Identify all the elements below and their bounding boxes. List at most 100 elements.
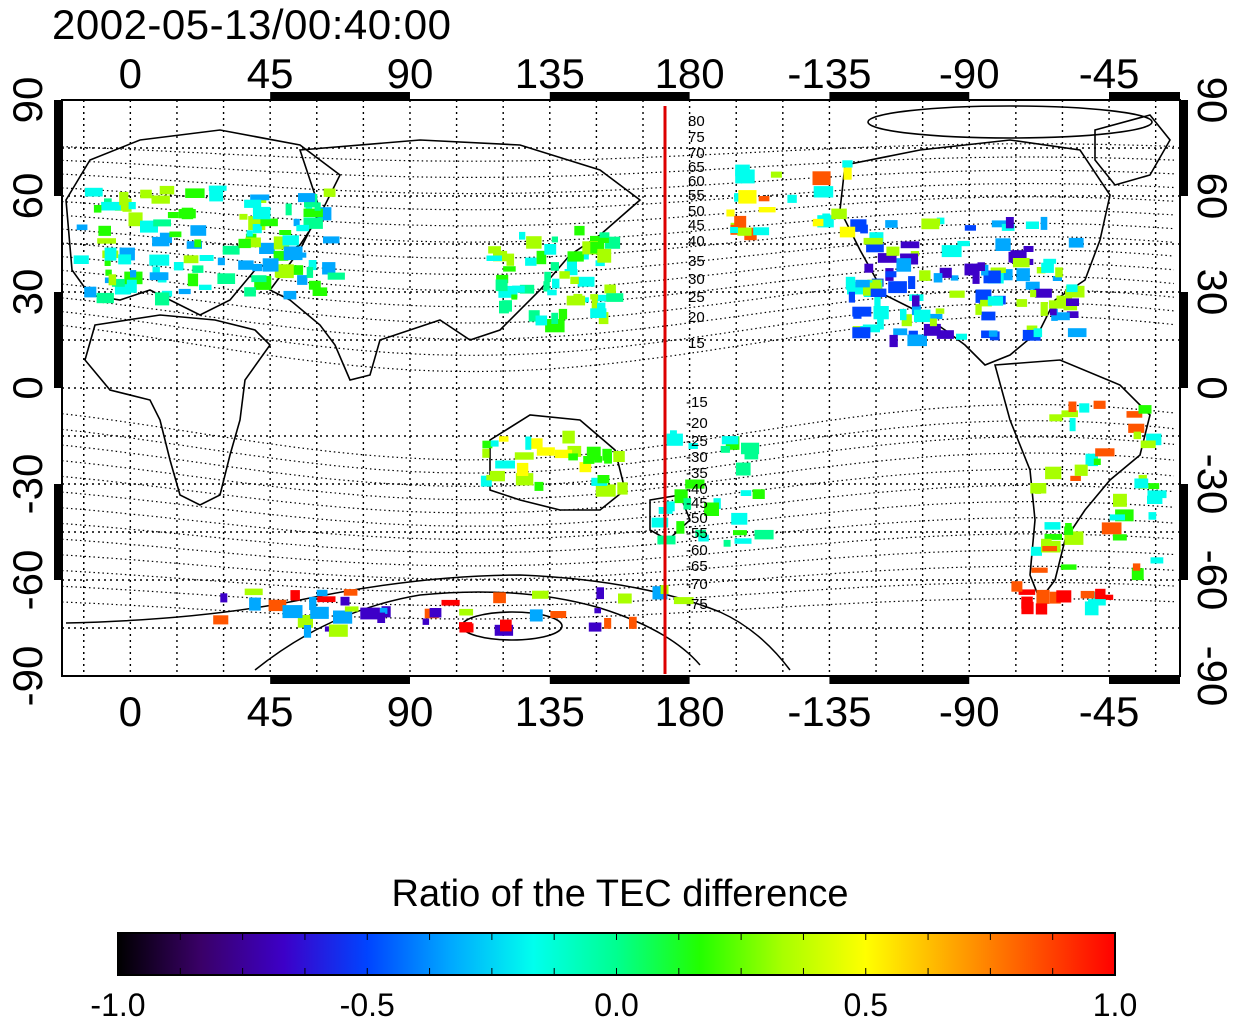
tec-patch: [550, 262, 559, 271]
contour-label: 70: [688, 145, 705, 162]
tec-patch: [1109, 514, 1125, 521]
tec-patch: [98, 225, 111, 236]
tec-patch: [108, 274, 117, 286]
tec-patch: [268, 599, 287, 612]
tec-patch: [209, 188, 224, 202]
contour-label: -50: [686, 510, 708, 527]
frame-tick-right: [1180, 292, 1188, 388]
tec-patch: [559, 271, 570, 279]
tec-patch: [152, 266, 160, 277]
tec-patch: [888, 281, 907, 294]
tec-patch: [111, 278, 125, 287]
tec-patch: [730, 227, 738, 234]
tec-patch: [493, 592, 506, 604]
tec-patch: [885, 271, 897, 278]
tec-patch: [1068, 237, 1084, 248]
lon-label-top: 180: [655, 50, 725, 97]
tec-patch: [852, 327, 871, 339]
tec-patch: [1018, 589, 1036, 595]
tec-patch: [996, 269, 1013, 281]
tec-patch: [936, 330, 954, 339]
tec-patch: [683, 498, 692, 510]
mlat-contour: [61, 169, 1175, 195]
tec-patch: [1113, 493, 1127, 507]
tec-patch: [314, 202, 321, 211]
tec-patch: [1035, 603, 1048, 615]
tec-patch: [889, 334, 898, 348]
contour-label: 35: [688, 253, 705, 270]
tec-patch: [1033, 328, 1043, 338]
frame-tick-bottom: [549, 676, 690, 684]
tec-patch: [908, 330, 918, 337]
tec-patch: [950, 275, 959, 281]
frame-tick-top: [270, 92, 410, 100]
lon-label-bottom: -45: [1079, 688, 1140, 735]
contour-label: -60: [686, 542, 708, 559]
tec-patch: [514, 452, 534, 460]
tec-patch: [964, 225, 976, 231]
tec-patch: [753, 227, 770, 236]
lat-label-left: -30: [4, 454, 51, 515]
tec-patch: [900, 241, 920, 249]
tec-patch: [1025, 281, 1040, 290]
tec-patch: [550, 611, 567, 618]
tec-patch: [512, 285, 525, 293]
tec-patch: [1049, 302, 1057, 316]
tec-patch: [613, 451, 625, 462]
frame-tick-top: [829, 92, 970, 100]
tec-patch: [1147, 490, 1167, 499]
tec-patch: [282, 235, 299, 246]
tec-patch: [676, 521, 685, 534]
tec-patch: [972, 270, 980, 284]
tec-patch: [1128, 423, 1145, 433]
tec-patch: [741, 442, 760, 455]
lon-label-top: 0: [119, 50, 142, 97]
tec-patch: [995, 238, 1011, 251]
tec-patch: [863, 237, 883, 245]
tec-patch: [152, 236, 170, 247]
tec-patch: [907, 334, 927, 347]
tec-patch: [990, 267, 1006, 273]
tec-patch: [977, 262, 985, 271]
frame-tick-right: [1180, 484, 1188, 580]
tec-patch: [1080, 590, 1095, 599]
tec-patch: [1026, 325, 1038, 333]
tec-patch: [496, 274, 509, 284]
contour-label: -75: [686, 596, 708, 613]
tec-patch: [488, 246, 501, 254]
tec-patch: [873, 306, 889, 320]
tec-patch: [602, 448, 612, 461]
tec-patch: [975, 289, 992, 303]
tec-patch: [1132, 563, 1141, 571]
auroral-contour: [65, 574, 791, 671]
contour-label: -65: [686, 558, 708, 575]
tec-patch: [308, 260, 317, 271]
tec-patch: [1074, 464, 1088, 476]
tec-patch: [885, 220, 898, 228]
contour-label: -20: [686, 415, 708, 432]
lat-label-right: 30: [1189, 269, 1236, 316]
tec-patch: [199, 284, 212, 290]
tec-patch: [1044, 522, 1061, 530]
tec-patch: [877, 253, 897, 263]
tec-patch: [1005, 217, 1014, 229]
tec-patch: [1101, 522, 1122, 535]
tec-patch: [1016, 268, 1030, 282]
lat-label-left: 0: [4, 376, 51, 399]
lat-label-right: -90: [1189, 646, 1236, 707]
bottom-longitude-labels: 0 45 90 135 180 -135 -90 -45: [119, 688, 1140, 735]
tec-patch: [848, 291, 855, 303]
tec-patch: [666, 433, 683, 446]
tec-patch: [597, 294, 611, 302]
tec-patch: [738, 190, 757, 204]
tec-patch: [698, 534, 709, 542]
tec-patch: [543, 281, 550, 292]
tec-patch: [380, 607, 388, 614]
tec-patch: [554, 449, 573, 459]
tec-patch: [308, 280, 321, 290]
tec-patch: [574, 225, 585, 236]
tec-patch: [740, 490, 752, 496]
tec-patch: [975, 304, 982, 315]
tec-patch: [770, 171, 782, 178]
